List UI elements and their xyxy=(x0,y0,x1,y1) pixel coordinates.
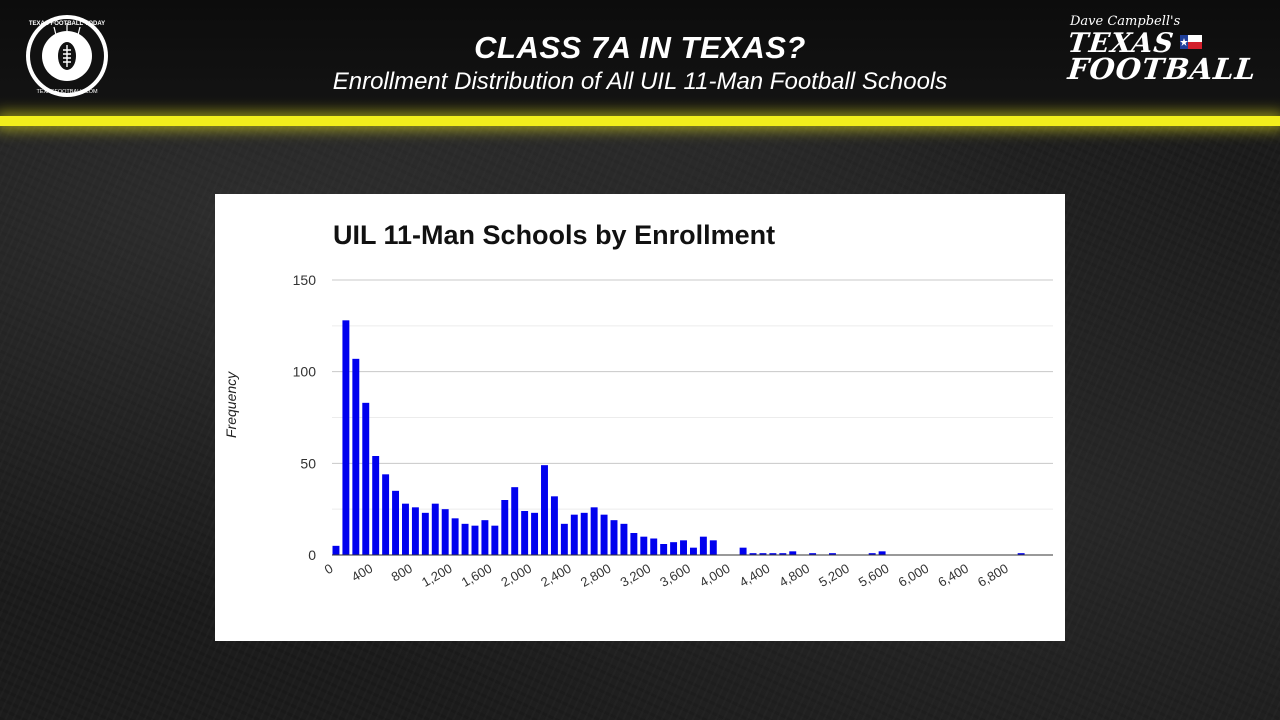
x-tick-label: 6,000 xyxy=(896,561,932,590)
histogram-bar xyxy=(411,507,419,555)
histogram-bar xyxy=(421,512,429,555)
histogram-bar xyxy=(769,553,777,555)
histogram-bar xyxy=(362,402,370,555)
histogram-bar xyxy=(491,525,499,555)
x-tick-label: 800 xyxy=(389,561,415,585)
x-tick-label: 3,600 xyxy=(657,561,693,590)
histogram-bar xyxy=(541,465,548,555)
histogram-bar xyxy=(749,553,757,555)
histogram-bar xyxy=(501,500,509,555)
histogram-bar xyxy=(511,487,519,555)
histogram-bar xyxy=(610,520,618,555)
histogram-bar xyxy=(402,503,409,555)
histogram-bar xyxy=(521,511,529,555)
x-tick-label: 4,800 xyxy=(776,561,812,590)
histogram-bar xyxy=(789,551,797,555)
histogram-bar xyxy=(531,512,539,555)
y-tick-label: 100 xyxy=(293,364,317,380)
histogram-bar xyxy=(441,509,449,555)
histogram-bar xyxy=(481,520,489,555)
histogram-bar xyxy=(392,490,400,555)
histogram-bar xyxy=(739,547,747,555)
x-tick-label: 4,000 xyxy=(697,561,733,590)
accent-stripe xyxy=(0,116,1280,126)
histogram-bar xyxy=(570,514,578,555)
page-title: CLASS 7A IN TEXAS? xyxy=(474,30,806,65)
texas-football-today-logo: TEXASFOOTBALL.COM TEXAS FOOTBALL TODAY xyxy=(26,15,108,97)
histogram-bar xyxy=(709,540,717,555)
chart-title: UIL 11-Man Schools by Enrollment xyxy=(333,220,776,250)
histogram-bar xyxy=(580,512,588,555)
page-subtitle: Enrollment Distribution of All UIL 11-Ma… xyxy=(332,68,948,95)
x-tick-label: 6,800 xyxy=(975,561,1011,590)
logo-url-text: TEXASFOOTBALL.COM xyxy=(36,89,98,95)
x-tick-label: 5,200 xyxy=(816,561,852,590)
histogram-chart: 0 50 100 150 0 400 800 1,200 1,600 2,000 2,400 2,80… xyxy=(293,272,1053,590)
histogram-bar xyxy=(759,553,767,555)
histogram-bar xyxy=(550,496,558,555)
dave-campbells-texas-football-logo: Dave Campbell's TEXAS FOOTBALL xyxy=(1064,14,1274,90)
histogram-bar xyxy=(670,542,678,555)
histogram-bar xyxy=(382,474,390,555)
logo-ring-text: TEXAS FOOTBALL TODAY xyxy=(29,21,105,27)
histogram-bar xyxy=(600,514,608,555)
logo-line-1: Dave Campbell's xyxy=(1070,14,1181,29)
texas-flag-icon xyxy=(1180,35,1202,49)
histogram-bar xyxy=(451,518,459,555)
logo-line-3: FOOTBALL xyxy=(1066,52,1259,86)
header-banner: TEXASFOOTBALL.COM TEXAS FOOTBALL TODAY C… xyxy=(0,0,1280,118)
y-tick-label: 0 xyxy=(308,547,316,563)
histogram-bar xyxy=(372,456,380,555)
y-tick-label: 150 xyxy=(293,272,317,288)
histogram-bar xyxy=(431,503,439,555)
histogram-bar xyxy=(809,553,817,555)
x-tick-label: 400 xyxy=(349,561,375,585)
histogram-bar xyxy=(680,540,687,555)
x-tick-label: 1,600 xyxy=(459,561,495,590)
x-tick-label: 2,000 xyxy=(498,561,534,590)
histogram-bar xyxy=(352,358,360,555)
histogram-bar xyxy=(829,553,836,555)
histogram-bar xyxy=(590,507,598,555)
histogram-bar xyxy=(332,545,340,555)
histogram-bar xyxy=(342,320,350,555)
histogram-bar xyxy=(868,553,876,555)
histogram-bar xyxy=(630,533,638,555)
x-tick-label: 0 xyxy=(322,561,336,578)
histogram-bar xyxy=(560,523,568,555)
histogram-bar xyxy=(1017,553,1025,555)
x-tick-label: 5,600 xyxy=(856,561,892,590)
histogram-bar xyxy=(461,523,469,555)
x-tick-label: 2,400 xyxy=(538,561,574,590)
x-tick-label: 2,800 xyxy=(578,561,614,590)
histogram-bar xyxy=(620,523,628,555)
chart-panel: UIL 11-Man Schools by Enrollment Frequen… xyxy=(215,194,1065,641)
y-tick-label: 50 xyxy=(300,455,316,471)
histogram-bar xyxy=(650,538,658,555)
x-tick-label: 3,200 xyxy=(618,561,654,590)
x-tick-label: 1,200 xyxy=(419,561,455,590)
histogram-bar xyxy=(471,525,479,555)
histogram-bar xyxy=(689,547,697,555)
x-tick-label: 4,400 xyxy=(737,561,773,590)
histogram-bar xyxy=(779,553,787,555)
x-tick-label: 6,400 xyxy=(935,561,971,590)
histogram-bar xyxy=(660,544,668,555)
histogram-bar xyxy=(640,536,648,555)
histogram-bar xyxy=(878,551,886,555)
histogram-bar xyxy=(699,536,707,555)
